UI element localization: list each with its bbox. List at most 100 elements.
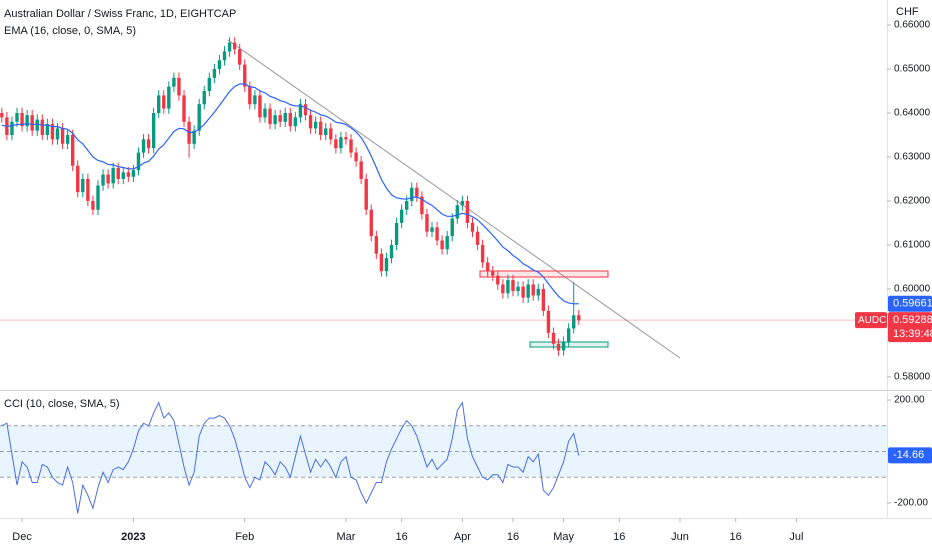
candle-body <box>283 112 287 122</box>
candle-body <box>551 332 556 344</box>
y-tick-label: 0.60000 <box>894 284 931 295</box>
candle-body <box>50 123 55 140</box>
candle-body <box>445 236 449 250</box>
y-tick-label: 0.64000 <box>894 108 931 119</box>
candle-body <box>384 258 389 272</box>
candle-body <box>354 152 358 162</box>
candle-body <box>202 91 206 105</box>
candle-body <box>399 209 404 223</box>
candle-body <box>425 214 429 232</box>
candle-body <box>577 315 581 321</box>
candle-body <box>405 200 409 210</box>
x-tick-label: 16 <box>507 531 519 543</box>
cci-line <box>1 401 580 514</box>
candle-body <box>308 115 313 129</box>
candle-body <box>334 139 338 149</box>
candle-body <box>197 104 201 131</box>
candle-body <box>516 286 520 292</box>
candle-body <box>167 86 171 109</box>
candle-body <box>91 200 95 210</box>
x-tick-label: Dec <box>12 531 32 543</box>
candle-body <box>81 178 85 193</box>
candle-body <box>253 95 257 105</box>
trend-line[interactable] <box>227 39 681 359</box>
candle-body <box>536 288 540 296</box>
candle-body <box>480 244 485 263</box>
candle-body <box>146 139 151 149</box>
candle-body <box>263 108 267 118</box>
candle-body <box>10 121 14 135</box>
x-tick-label: Jun <box>671 531 689 543</box>
candle-body <box>506 280 510 294</box>
candle-body <box>470 222 475 232</box>
symbol-box <box>855 312 887 329</box>
candle-body <box>318 121 323 135</box>
candle-body <box>15 112 19 122</box>
countdown-label: 13:39:48 <box>893 328 932 340</box>
candle-body <box>65 134 70 144</box>
candle-body <box>268 108 272 124</box>
candle-body <box>111 167 115 184</box>
candle-body <box>157 95 161 113</box>
candle-body <box>531 284 535 296</box>
candle-body <box>121 172 125 179</box>
symbol-label: AUDCHF <box>858 315 900 326</box>
x-tick-label: Apr <box>454 531 471 543</box>
candle-body <box>440 240 444 250</box>
candle-body <box>430 227 434 232</box>
cci-value-label: -14.66 <box>893 449 924 461</box>
candle-body <box>298 104 303 118</box>
candle-body <box>288 112 293 127</box>
candle-body <box>491 271 495 276</box>
candle-body <box>415 187 419 197</box>
candle-body <box>45 123 50 135</box>
last-price-label: 0.59288 <box>893 314 932 326</box>
candle-body <box>556 343 561 351</box>
y-tick-label: 0.63000 <box>894 152 931 163</box>
candle-body <box>566 328 571 342</box>
y-tick-label: 0.61000 <box>894 240 931 251</box>
candle-body <box>485 262 490 272</box>
candle-body <box>227 42 232 52</box>
candle-body <box>526 284 530 298</box>
candle-body <box>435 227 439 241</box>
y-tick-label: 200.00 <box>894 395 925 406</box>
candle-body <box>455 205 460 219</box>
candle-body <box>30 115 34 131</box>
x-tick-label: Jul <box>789 531 803 543</box>
candle-body <box>25 115 29 127</box>
candle-body <box>541 288 546 311</box>
ema-price-box <box>888 295 932 312</box>
candle-body <box>116 167 120 179</box>
ema-line <box>1 83 579 305</box>
x-tick-label: May <box>553 531 574 543</box>
candle-body <box>420 196 424 215</box>
candle-body <box>136 152 141 171</box>
candle-body <box>349 139 353 153</box>
candle-body <box>172 77 176 87</box>
candle-body <box>278 115 282 122</box>
cci-title: CCI (10, close, SMA, 5) <box>4 398 120 410</box>
candle-body <box>212 69 217 78</box>
y-tick-label: 0.62000 <box>894 196 931 207</box>
last-price-box <box>888 312 932 343</box>
ema-price-label: 0.59661 <box>893 298 932 310</box>
candle-body <box>162 95 166 109</box>
candle-body <box>460 200 465 206</box>
candle-body <box>496 275 500 285</box>
candle-body <box>177 77 181 96</box>
candle-body <box>561 341 566 351</box>
candle-body <box>339 137 343 149</box>
candle-body <box>465 200 470 223</box>
candle-body <box>511 280 515 292</box>
candle-body <box>379 253 384 272</box>
x-tick-label: 16 <box>730 531 742 543</box>
candle-body <box>546 310 551 333</box>
y-tick-label: 0.65000 <box>894 64 931 75</box>
candle-body <box>273 115 277 124</box>
cci-value-box <box>888 447 932 464</box>
candle-body <box>237 49 242 65</box>
candle-body <box>374 236 379 254</box>
